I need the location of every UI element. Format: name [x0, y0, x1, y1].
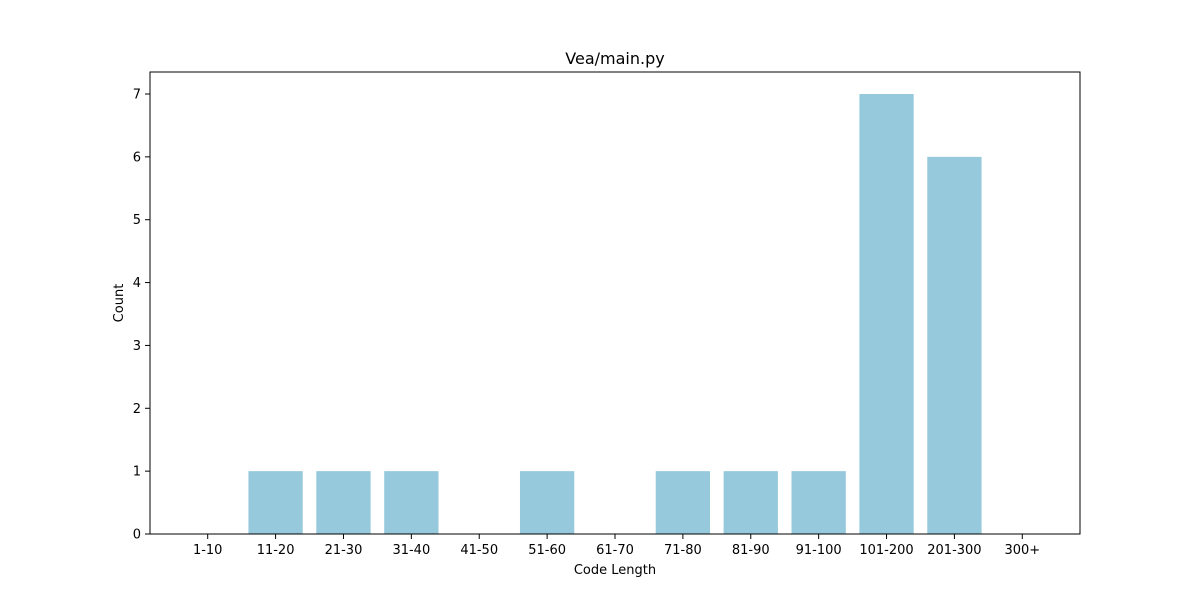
y-tick-label: 0 — [133, 528, 141, 543]
x-tick-label: 41-50 — [460, 543, 498, 558]
y-tick-label: 7 — [133, 88, 141, 103]
x-tick-label: 31-40 — [392, 543, 430, 558]
bar-101-200 — [859, 94, 914, 534]
x-tick-label: 1-10 — [193, 543, 223, 558]
x-tick-label: 71-80 — [664, 543, 702, 558]
y-axis-ticks: 0 1 2 3 4 5 6 7 — [133, 88, 150, 543]
x-tick-label: 61-70 — [596, 543, 634, 558]
x-tick-label: 21-30 — [325, 543, 363, 558]
bar-91-100 — [791, 471, 846, 534]
bar-51-60 — [519, 471, 575, 534]
x-tick-label: 201-300 — [927, 543, 981, 558]
x-tick-label: 91-100 — [796, 543, 842, 558]
y-tick-label: 6 — [133, 150, 141, 165]
bar-21-30 — [316, 471, 371, 534]
x-tick-label: 51-60 — [528, 543, 566, 558]
y-tick-label: 1 — [133, 465, 141, 480]
y-tick-label: 5 — [133, 213, 141, 228]
x-tick-label: 11-20 — [257, 543, 295, 558]
y-axis-label: Count — [112, 284, 127, 323]
bar-31-40 — [384, 471, 439, 534]
x-tick-label: 300+ — [1004, 543, 1040, 558]
y-tick-label: 3 — [133, 339, 141, 354]
x-axis-label: Code Length — [574, 563, 656, 578]
x-tick-label: 101-200 — [859, 543, 913, 558]
bar-11-20 — [248, 471, 303, 534]
x-axis-ticks: 1-10 11-20 21-30 31-40 41-50 51-60 61-70 71-80 8… — [193, 534, 1040, 558]
y-tick-label: 2 — [133, 402, 141, 417]
y-tick-label: 4 — [133, 276, 141, 291]
bar-201-300 — [927, 156, 982, 534]
chart-title: Vea/main.py — [565, 49, 664, 68]
bar-81-90 — [723, 471, 778, 534]
x-tick-label: 81-90 — [732, 543, 770, 558]
bar-71-80 — [655, 471, 711, 534]
bars-layer — [248, 94, 982, 534]
